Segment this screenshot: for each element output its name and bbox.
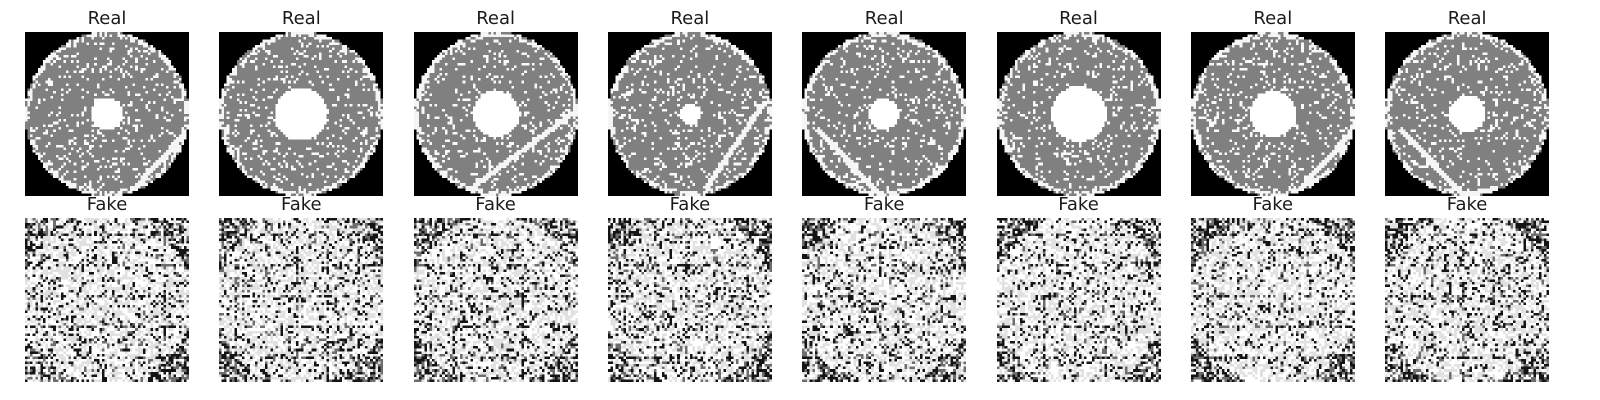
real-wafer-image	[413, 32, 578, 196]
panel-title: Real	[87, 8, 127, 29]
panel-title: Fake	[863, 194, 905, 215]
fake-panel-5: Fake	[802, 194, 967, 382]
panel-title: Real	[864, 8, 904, 29]
fake-panel-7: Fake	[1190, 194, 1355, 382]
real-wafer-image	[1385, 32, 1550, 196]
real-wafer-image	[802, 32, 967, 196]
fake-panel-6: Fake	[996, 194, 1161, 382]
fake-wafer-image	[802, 218, 967, 382]
real-panel-7: Real	[1190, 8, 1355, 196]
real-wafer-image	[25, 32, 189, 196]
panel-title: Fake	[1446, 194, 1488, 215]
real-wafer-image	[996, 32, 1161, 196]
real-panel-1: Real	[25, 8, 189, 196]
real-panel-8: Real	[1385, 8, 1550, 196]
panel-title: Real	[476, 8, 515, 29]
fake-wafer-image	[25, 218, 189, 382]
real-panel-3: Real	[413, 8, 578, 196]
fake-panel-3: Fake	[413, 194, 578, 382]
fake-wafer-image	[1190, 218, 1355, 382]
real-panel-2: Real	[219, 8, 384, 196]
panel-title: Fake	[1058, 194, 1099, 215]
fake-panel-2: Fake	[219, 194, 384, 382]
fake-panel-4: Fake	[607, 194, 772, 382]
fake-wafer-image	[996, 218, 1161, 382]
real-wafer-image	[1190, 32, 1355, 196]
panel-title: Real	[1059, 8, 1098, 29]
panel-title: Real	[670, 8, 710, 29]
fake-wafer-image	[607, 218, 772, 382]
panel-title: Fake	[281, 194, 322, 215]
panel-title: Real	[281, 8, 321, 29]
real-wafer-image	[607, 32, 772, 196]
fake-wafer-image	[1385, 218, 1550, 382]
fake-wafer-image	[219, 218, 384, 382]
real-panel-4: Real	[607, 8, 772, 196]
real-panel-6: Real	[996, 8, 1161, 196]
panel-title: Fake	[475, 194, 516, 215]
panel-title: Fake	[1252, 194, 1294, 215]
real-panel-5: Real	[802, 8, 967, 196]
fake-wafer-image	[413, 218, 578, 382]
fake-panel-1: Fake	[25, 194, 189, 382]
panel-title: Real	[1253, 8, 1293, 29]
real-wafer-image	[219, 32, 384, 196]
fake-panel-8: Fake	[1385, 194, 1550, 382]
panel-title: Real	[1447, 8, 1487, 29]
panel-title: Fake	[669, 194, 711, 215]
panel-title: Fake	[86, 194, 128, 215]
